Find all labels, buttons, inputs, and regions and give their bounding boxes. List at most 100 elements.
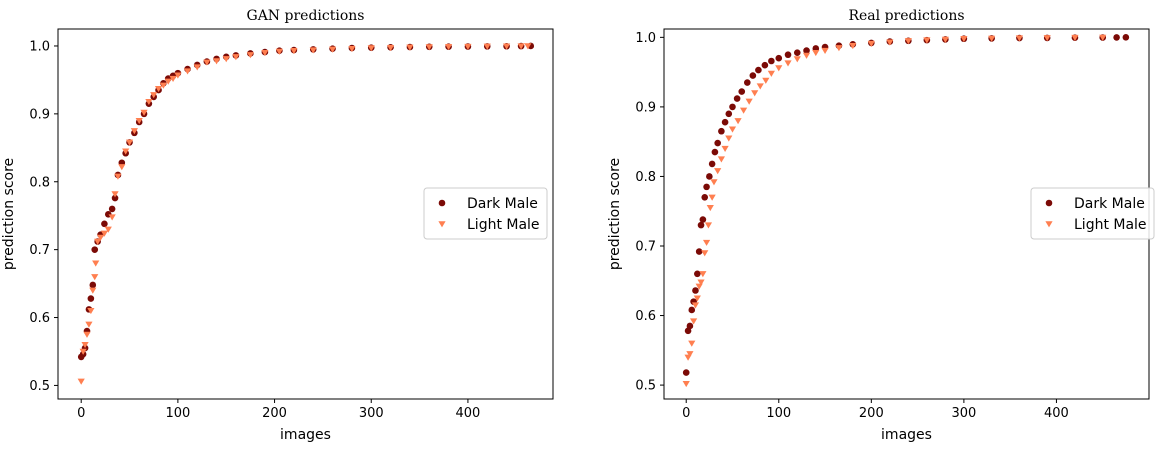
data-point	[118, 164, 126, 171]
x-tick-label: 100	[165, 406, 190, 421]
data-layer	[77, 42, 535, 385]
legend-label: Light Male	[467, 217, 540, 233]
data-point	[125, 139, 134, 146]
data-point	[92, 260, 100, 267]
data-point	[767, 70, 775, 77]
y-tick-label: 0.5	[29, 379, 50, 394]
data-point	[749, 72, 757, 79]
data-point	[714, 139, 721, 147]
y-tick-label: 0.8	[29, 175, 50, 190]
data-point	[761, 61, 769, 69]
data-point	[751, 90, 759, 97]
data-point	[77, 378, 85, 385]
y-tick-label: 0.6	[635, 309, 656, 324]
data-point	[246, 52, 254, 59]
data-point	[122, 148, 130, 155]
data-point	[275, 48, 283, 55]
data-point	[886, 39, 894, 46]
data-point	[775, 54, 783, 62]
data-point	[904, 38, 912, 45]
data-point	[425, 44, 433, 51]
data-point	[682, 380, 690, 388]
data-point	[1099, 34, 1107, 41]
data-point	[348, 45, 356, 53]
data-point	[699, 271, 707, 278]
x-tick-label: 400	[456, 406, 481, 421]
data-point	[706, 173, 713, 180]
y-tick-label: 0.7	[29, 243, 50, 258]
data-point	[745, 98, 753, 105]
data-point	[697, 221, 705, 229]
data-point	[702, 239, 711, 246]
y-tick-label: 0.9	[29, 107, 50, 122]
data-point	[524, 43, 532, 50]
data-point	[703, 183, 710, 191]
data-point	[867, 40, 875, 48]
data-point	[212, 58, 221, 65]
data-point	[686, 351, 694, 358]
data-point	[988, 35, 996, 42]
data-point	[261, 50, 269, 57]
data-point	[793, 49, 801, 56]
data-point	[130, 128, 138, 135]
data-point	[941, 36, 949, 43]
data-point	[721, 118, 729, 126]
data-point	[406, 44, 414, 51]
data-point	[159, 82, 167, 89]
data-point	[802, 52, 811, 59]
data-point	[693, 295, 701, 302]
data-point	[721, 145, 729, 153]
x-axis-label: images	[280, 427, 331, 443]
data-point	[784, 51, 792, 59]
data-point	[711, 148, 719, 156]
data-point	[100, 230, 109, 237]
legend-marker	[1045, 221, 1053, 228]
data-point	[114, 173, 122, 180]
data-point	[104, 226, 112, 233]
y-tick-label: 1.0	[29, 39, 50, 54]
data-point	[784, 60, 792, 67]
data-point	[686, 322, 694, 330]
series-light-male	[77, 43, 532, 385]
data-point	[744, 79, 751, 86]
data-point	[756, 83, 764, 90]
data-point	[290, 48, 298, 55]
data-point	[803, 47, 810, 54]
data-point	[775, 65, 783, 72]
y-tick-label: 1.0	[635, 31, 656, 46]
y-tick-label: 0.6	[29, 311, 50, 326]
data-point	[691, 302, 700, 309]
data-point	[960, 36, 968, 43]
data-point	[706, 205, 714, 212]
y-tick-label: 0.8	[635, 170, 656, 185]
data-point	[101, 220, 108, 228]
data-point	[728, 126, 737, 133]
data-point	[1122, 34, 1130, 41]
y-tick-label: 0.7	[635, 239, 656, 254]
data-point	[733, 95, 741, 102]
data-point	[483, 43, 491, 50]
legend-marker	[438, 221, 446, 228]
legend-label: Light Male	[1074, 217, 1147, 233]
chart-panel-2: Real predictions 0 100 200 300 400 0.5 0.6 0.7 0.…	[607, 8, 1155, 443]
data-point	[701, 250, 709, 257]
data-point	[108, 205, 116, 213]
legend-box	[1030, 187, 1155, 240]
data-point	[464, 43, 472, 50]
data-point	[729, 103, 736, 111]
x-tick-label: 0	[77, 406, 85, 421]
data-point	[755, 66, 762, 74]
y-tick-label: 0.5	[635, 379, 656, 394]
data-point	[725, 110, 733, 118]
chart-title: Real predictions	[848, 8, 964, 24]
x-tick-label: 100	[766, 406, 791, 421]
data-point	[690, 318, 698, 325]
x-tick-label: 300	[359, 406, 384, 421]
data-point	[386, 44, 395, 52]
data-point	[710, 179, 718, 186]
data-point	[91, 246, 99, 253]
data-layer	[682, 34, 1130, 388]
data-point	[81, 341, 89, 349]
data-point	[1071, 34, 1079, 42]
